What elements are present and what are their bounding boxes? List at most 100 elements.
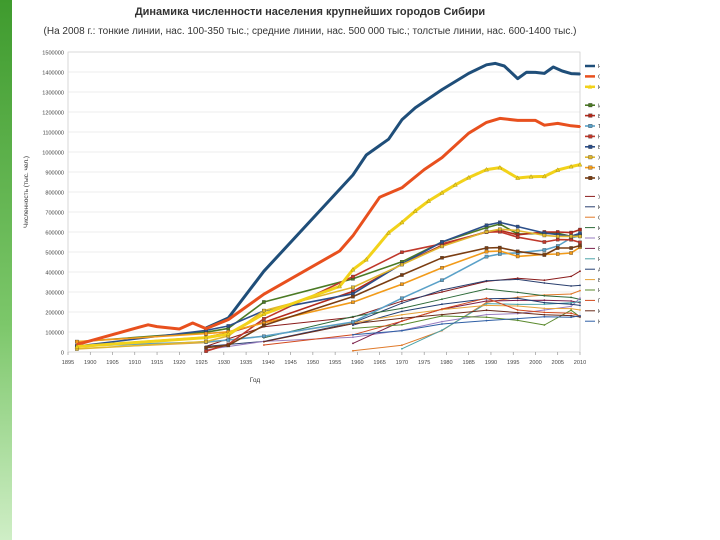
x-tick-label: 1930: [218, 360, 230, 366]
data-point: [485, 230, 488, 233]
data-point: [485, 250, 488, 253]
data-point: [204, 340, 207, 343]
x-tick-label: 1955: [329, 360, 341, 366]
legend-item-8: Хабаровск: [585, 155, 600, 161]
data-point: [401, 300, 403, 302]
data-point: [517, 292, 519, 294]
data-point: [578, 244, 581, 247]
y-tick-label: 500000: [45, 251, 64, 257]
data-point: [517, 318, 519, 320]
legend-label: Сургут: [598, 215, 600, 221]
data-point: [579, 305, 581, 307]
y-tick-label: 0: [61, 351, 64, 357]
data-point: [440, 240, 443, 243]
data-point: [401, 324, 403, 326]
data-point: [570, 125, 572, 127]
data-point: [204, 350, 207, 353]
y-tick-label: 400000: [45, 271, 64, 277]
data-point: [570, 285, 572, 287]
x-tick-label: 1905: [106, 360, 118, 366]
data-point: [440, 266, 443, 269]
chart-frame: Динамика численности населения крупнейши…: [20, 0, 600, 392]
data-point: [401, 344, 403, 346]
data-point: [517, 120, 519, 122]
y-tick-label: 100000: [45, 331, 64, 337]
legend-label: Южно-Сахалинск: [598, 319, 600, 325]
data-point: [579, 290, 581, 292]
legend-marker: [589, 114, 593, 118]
data-point: [557, 123, 559, 125]
data-point: [75, 340, 78, 343]
x-tick-label: 1995: [507, 360, 519, 366]
legend-marker: [589, 176, 593, 180]
data-point: [579, 315, 581, 317]
data-point: [352, 328, 354, 330]
data-point: [578, 235, 581, 238]
y-tick-label: 600000: [45, 231, 64, 237]
y-tick-label: 200000: [45, 311, 64, 317]
data-point: [351, 295, 354, 298]
data-point: [401, 311, 403, 313]
data-point: [570, 73, 572, 75]
data-point: [400, 263, 403, 266]
legend-label: Красноярск: [598, 85, 600, 91]
legend-item-4: Барнаул: [585, 114, 600, 120]
data-point: [262, 335, 265, 338]
plot-area: [68, 52, 580, 352]
data-point: [441, 323, 443, 325]
data-point: [517, 309, 519, 311]
data-point: [561, 70, 563, 72]
data-point: [204, 346, 207, 349]
data-point: [401, 320, 403, 322]
data-point: [401, 308, 403, 310]
data-point: [543, 312, 545, 314]
data-point: [486, 314, 488, 316]
x-tick-label: 2010: [574, 360, 586, 366]
legend-label: Владивосток: [598, 145, 600, 151]
data-point: [543, 240, 546, 243]
legend-item-22: Каменск-Уральский: [585, 308, 600, 315]
data-point: [543, 324, 545, 326]
data-point: [517, 300, 519, 302]
x-tick-label: 1900: [84, 360, 96, 366]
data-point: [569, 251, 572, 254]
x-tick-label: 1910: [129, 360, 141, 366]
y-tick-label: 1000000: [42, 151, 64, 157]
data-point: [352, 316, 354, 318]
data-point: [498, 246, 501, 249]
data-point: [147, 324, 149, 326]
data-point: [401, 119, 403, 121]
x-tick-label: 2005: [552, 360, 564, 366]
data-point: [178, 328, 180, 330]
data-point: [468, 73, 470, 75]
legend-label: Петропавловск-Камчатский: [598, 298, 600, 305]
y-axis-title: Численность (тыс. чел.): [23, 156, 30, 228]
data-point: [365, 154, 367, 156]
data-point: [499, 118, 501, 120]
data-point: [570, 303, 572, 305]
y-tick-label: 800000: [45, 191, 64, 197]
data-point: [517, 297, 519, 299]
data-point: [401, 314, 403, 316]
data-point: [400, 251, 403, 254]
legend-label: Барнаул: [598, 114, 600, 120]
legend-item-15: Якутск: [585, 236, 600, 242]
data-point: [401, 302, 403, 304]
data-point: [138, 326, 140, 328]
data-point: [414, 107, 416, 109]
data-point: [156, 326, 158, 328]
data-point: [401, 330, 403, 332]
data-point: [517, 279, 519, 281]
legend-item-17: Нижневартовск: [585, 257, 600, 263]
data-point: [423, 169, 425, 171]
data-point: [486, 305, 488, 307]
data-point: [351, 286, 354, 289]
legend-label: Иркутск: [598, 103, 600, 109]
data-point: [578, 232, 581, 235]
data-point: [570, 316, 572, 318]
legend-label: Томск: [598, 166, 600, 172]
slide-accent-band: [0, 0, 12, 540]
legend-label: Ангарск: [598, 267, 600, 273]
data-point: [543, 316, 545, 318]
legend-item-20: Норильск: [585, 288, 600, 294]
